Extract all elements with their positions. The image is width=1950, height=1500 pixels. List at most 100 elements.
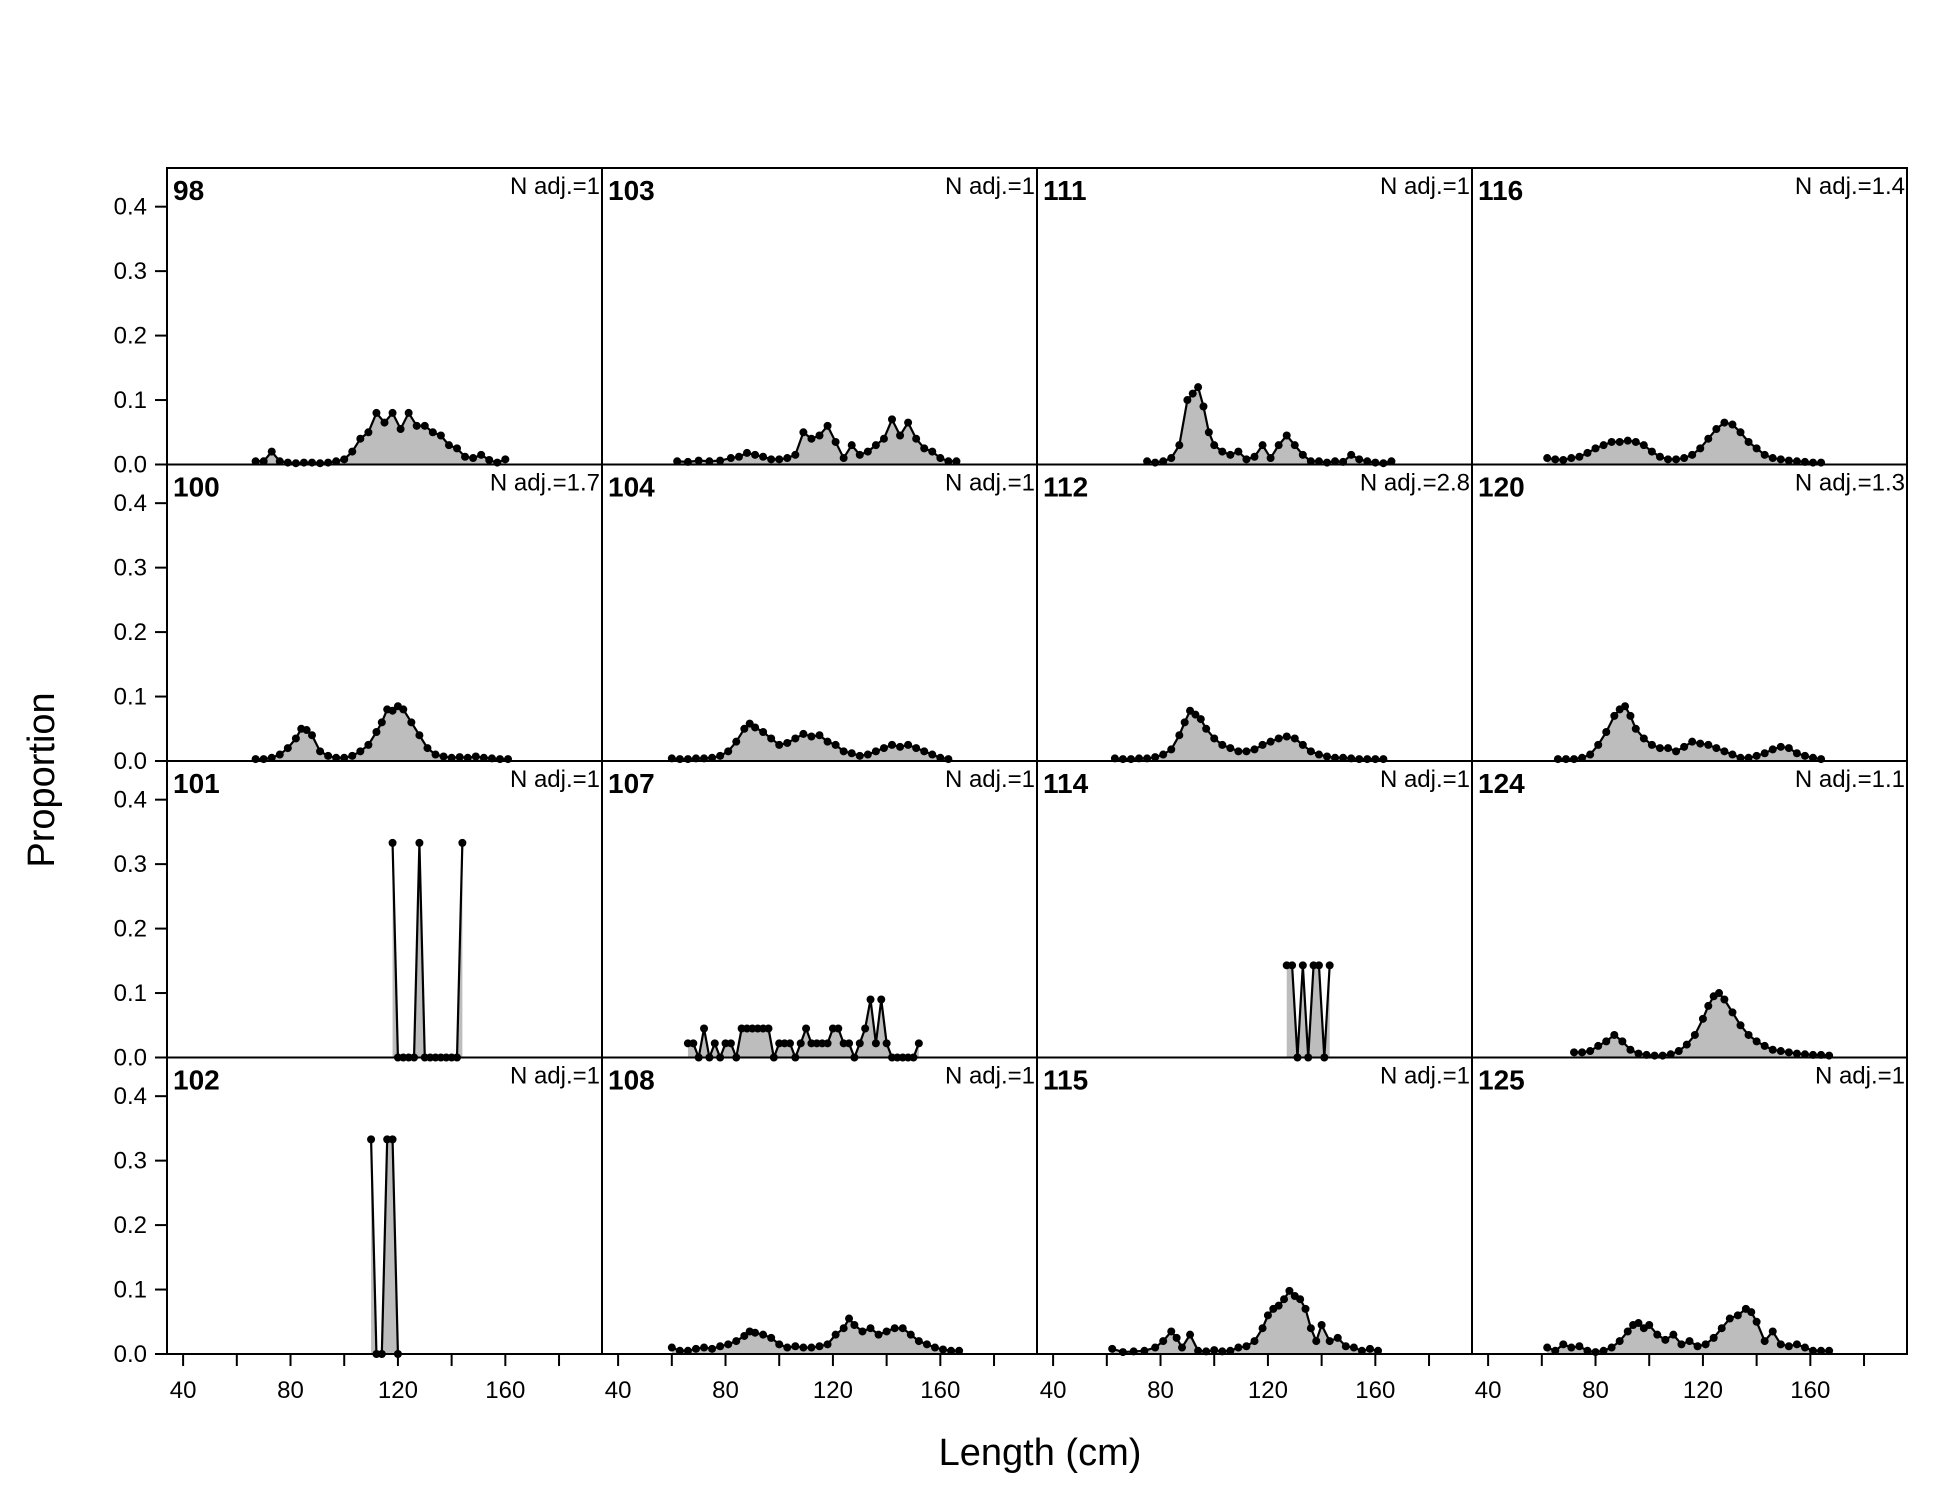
- y-tick-label: 0.1: [114, 387, 147, 414]
- n-adj-label: N adj.=1: [510, 173, 600, 200]
- data-point: [689, 1039, 698, 1048]
- data-point: [1610, 711, 1619, 720]
- data-point: [914, 1039, 923, 1048]
- data-point: [340, 753, 349, 762]
- series-line: [391, 842, 464, 1059]
- panel-border: [166, 760, 603, 1059]
- data-point: [1639, 734, 1648, 743]
- data-point: [479, 753, 488, 762]
- data-point: [936, 454, 945, 463]
- data-point: [896, 742, 905, 751]
- data-point: [783, 1343, 792, 1352]
- data-point: [1623, 1327, 1632, 1336]
- series-area: [1574, 993, 1830, 1058]
- data-point: [1296, 1295, 1305, 1304]
- data-point: [732, 737, 741, 746]
- data-point: [1175, 441, 1184, 450]
- data-point: [802, 1024, 811, 1033]
- data-point: [1623, 436, 1632, 445]
- data-point: [705, 457, 714, 466]
- panel-border: [1036, 167, 1473, 466]
- data-point: [1178, 1343, 1186, 1352]
- data-point: [1387, 457, 1396, 466]
- data-point: [1728, 1008, 1737, 1017]
- data-point: [1180, 718, 1189, 727]
- data-point: [388, 706, 397, 715]
- y-tick-label: 0.3: [114, 1148, 147, 1175]
- data-point: [1578, 1048, 1587, 1057]
- data-point: [471, 752, 480, 761]
- data-point: [1607, 1343, 1616, 1352]
- data-point: [420, 421, 429, 430]
- data-point: [1280, 1295, 1289, 1304]
- x-tick-label: 160: [1790, 1377, 1830, 1404]
- panel-border: [1036, 1056, 1473, 1355]
- data-point: [1274, 734, 1283, 743]
- data-point: [1674, 1047, 1683, 1056]
- n-adj-label: N adj.=1: [1380, 1063, 1470, 1090]
- panel-label: 104: [608, 472, 655, 503]
- data-point: [1258, 740, 1267, 749]
- data-point: [1631, 724, 1640, 733]
- panel-label: 98: [173, 175, 204, 206]
- data-point: [1720, 747, 1729, 756]
- data-point: [734, 452, 743, 461]
- n-adj-label: N adj.=1: [1380, 173, 1470, 200]
- x-tick-label: 120: [1248, 1377, 1288, 1404]
- data-point: [1575, 1342, 1584, 1351]
- data-point: [316, 459, 325, 468]
- data-point: [882, 1039, 891, 1048]
- data-point: [866, 995, 875, 1004]
- data-point: [332, 753, 341, 762]
- panel-111: 111 N adj.=1: [1036, 167, 1473, 468]
- data-point: [1747, 1308, 1756, 1317]
- data-point: [1720, 418, 1729, 427]
- data-point: [1323, 752, 1331, 761]
- data-point: [1621, 702, 1630, 711]
- data-point: [1290, 441, 1299, 450]
- y-tick-label: 0.3: [114, 555, 147, 582]
- data-point: [783, 454, 792, 463]
- y-tick-label: 0.1: [114, 684, 147, 711]
- data-point: [1167, 1327, 1176, 1336]
- data-point: [1728, 420, 1737, 429]
- data-point: [1226, 1346, 1235, 1355]
- data-point: [1752, 1317, 1761, 1326]
- series-area: [392, 842, 463, 1058]
- data-point: [1583, 1346, 1592, 1355]
- panel-grid: 98 N adj.=1 103 N adj.=1 111 N adj.=1 116 N adj…: [166, 167, 1908, 1358]
- panel-107: 107 N adj.=1: [601, 760, 1038, 1062]
- data-point: [759, 1330, 768, 1339]
- y-tick-label: 0.2: [114, 1212, 147, 1239]
- data-point: [340, 455, 349, 464]
- panel-115: 115 N adj.=1: [1036, 1056, 1473, 1357]
- data-point: [871, 1039, 880, 1048]
- data-point: [1685, 1337, 1694, 1346]
- data-point: [866, 1324, 875, 1333]
- data-point: [1768, 454, 1777, 463]
- data-point: [888, 415, 896, 424]
- data-point: [874, 1330, 883, 1339]
- panel-102: 102 N adj.=1: [166, 1056, 603, 1358]
- data-point: [673, 457, 682, 466]
- data-point: [815, 1342, 824, 1351]
- data-point: [1159, 750, 1168, 759]
- data-point: [775, 740, 784, 749]
- n-adj-label: N adj.=1.4: [1795, 173, 1905, 200]
- data-point: [1776, 1047, 1785, 1056]
- data-point: [1760, 1337, 1769, 1346]
- data-point: [1594, 1041, 1603, 1050]
- data-point: [431, 750, 440, 759]
- data-point: [1285, 1286, 1294, 1295]
- series-area: [1547, 422, 1822, 465]
- data-point: [348, 751, 357, 760]
- series-area: [1147, 387, 1392, 465]
- data-point: [740, 1331, 749, 1340]
- data-point: [1704, 434, 1713, 443]
- data-point: [1809, 1346, 1818, 1355]
- data-point: [667, 1343, 676, 1352]
- n-adj-label: N adj.=1: [945, 1063, 1035, 1090]
- data-point: [759, 452, 768, 461]
- data-point: [726, 1039, 735, 1048]
- data-point: [485, 455, 494, 464]
